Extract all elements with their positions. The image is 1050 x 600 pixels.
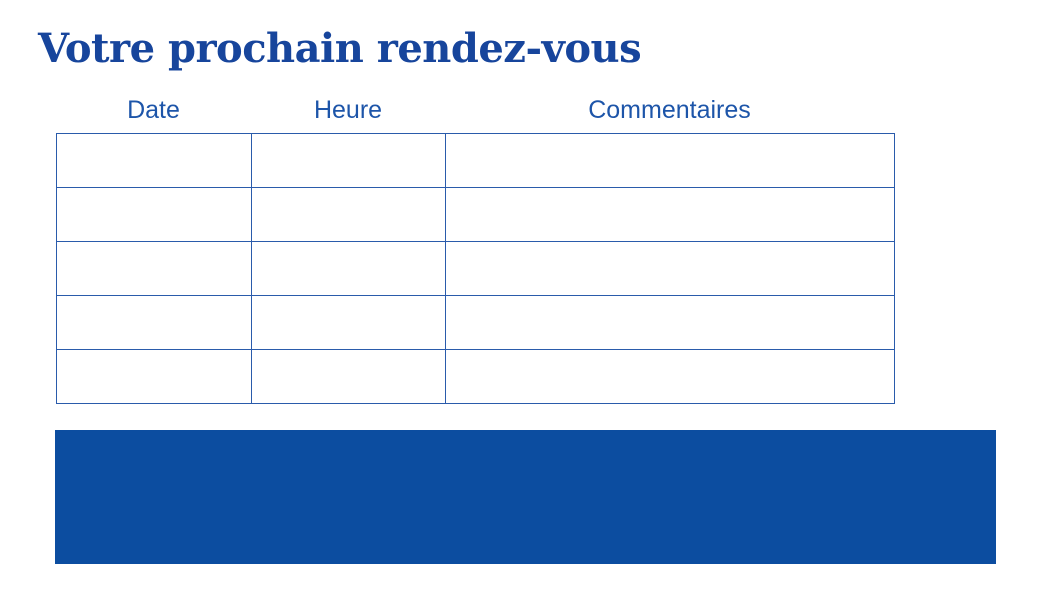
table-row [56,349,895,404]
table-row [56,295,895,350]
column-header-date: Date [127,95,180,124]
column-header-commentaires: Commentaires [588,95,751,124]
cell-commentaires[interactable] [445,133,895,188]
cell-commentaires[interactable] [445,349,895,404]
footer-accent-bar [55,430,996,564]
cell-date[interactable] [56,241,252,296]
cell-date[interactable] [56,133,252,188]
cell-commentaires[interactable] [445,295,895,350]
cell-heure[interactable] [251,187,446,242]
cell-date[interactable] [56,349,252,404]
cell-heure[interactable] [251,349,446,404]
cell-date[interactable] [56,295,252,350]
table-row [56,133,895,188]
cell-heure[interactable] [251,133,446,188]
cell-date[interactable] [56,187,252,242]
cell-heure[interactable] [251,241,446,296]
appointments-table [56,133,895,404]
cell-commentaires[interactable] [445,241,895,296]
table-header-row: Date Heure Commentaires [56,93,894,127]
table-row [56,187,895,242]
page-title: Votre prochain rendez-vous [38,25,642,72]
table-row [56,241,895,296]
cell-heure[interactable] [251,295,446,350]
cell-commentaires[interactable] [445,187,895,242]
column-header-heure: Heure [313,95,383,124]
